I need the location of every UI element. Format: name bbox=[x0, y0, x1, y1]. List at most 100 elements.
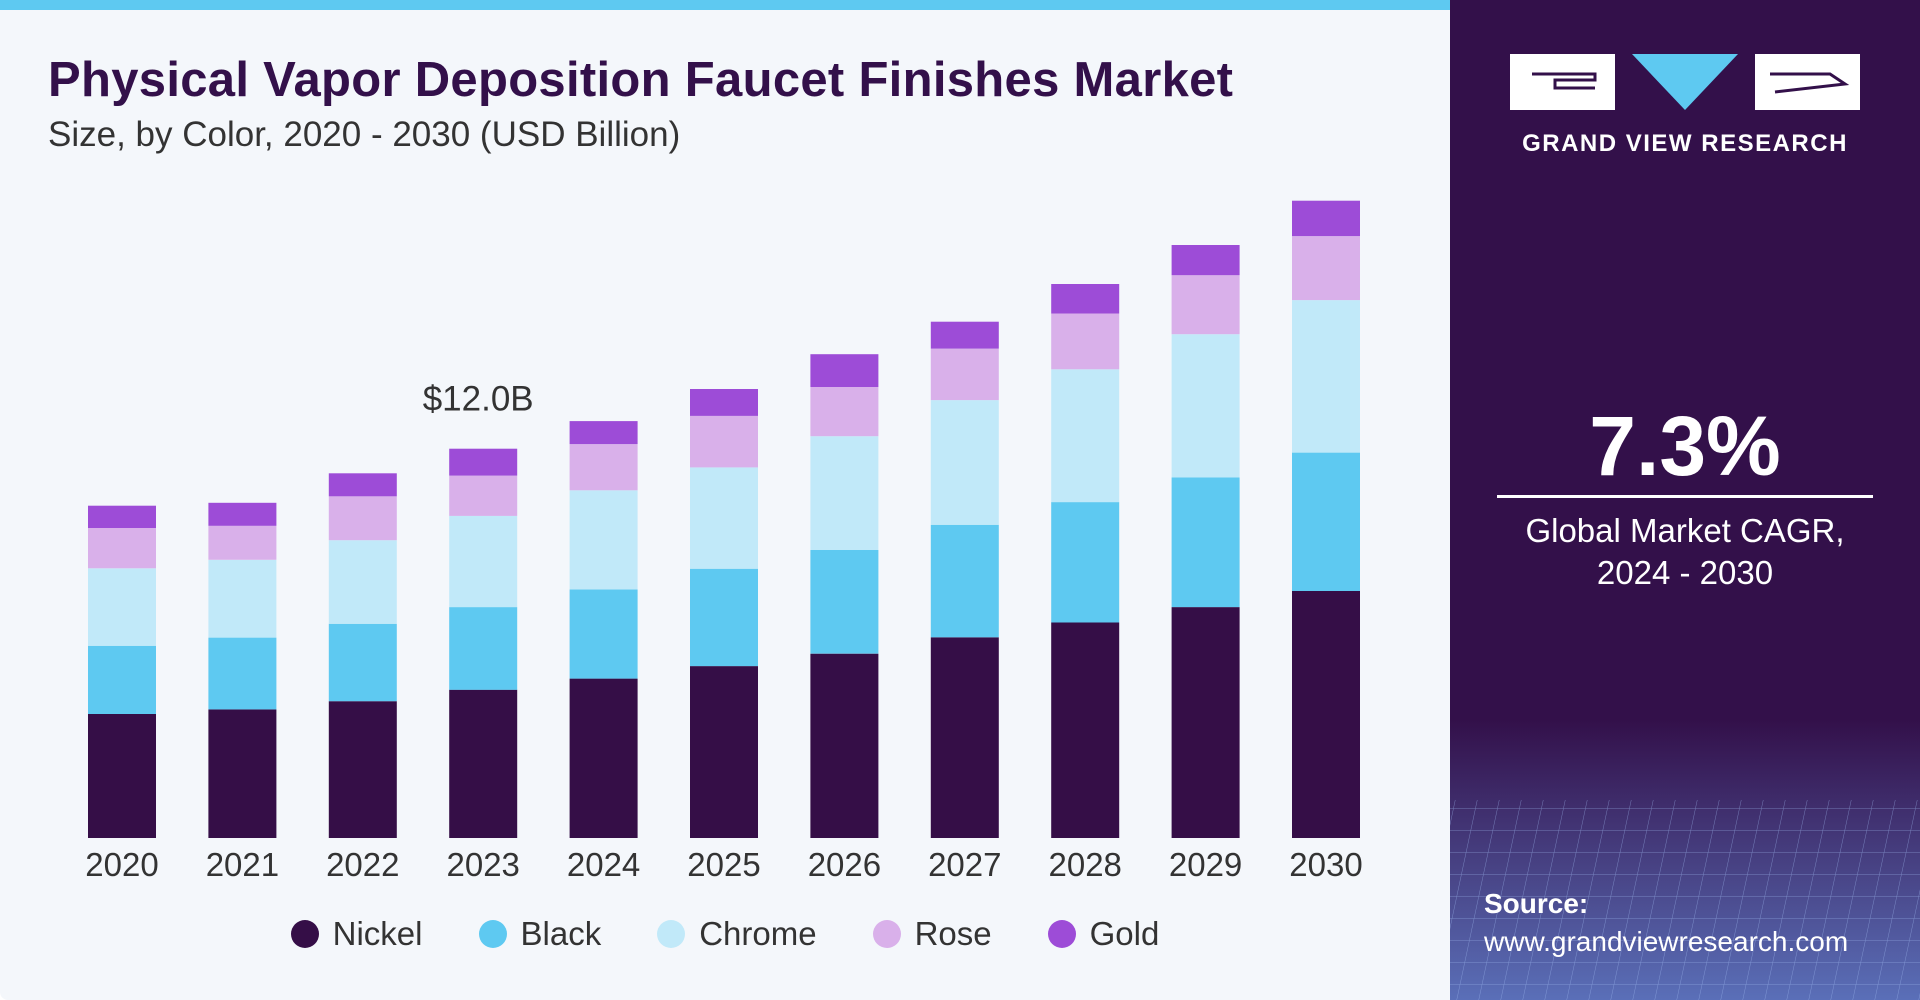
bar-segment-rose-2026 bbox=[810, 387, 879, 437]
bar-segment-gold-2029 bbox=[1171, 245, 1240, 276]
bar-segment-chrome-2024 bbox=[569, 490, 638, 590]
cagr-divider bbox=[1497, 495, 1873, 498]
bar-segment-black-2029 bbox=[1171, 477, 1240, 608]
bar-segment-rose-2028 bbox=[1051, 313, 1120, 370]
cagr-label: Global Market CAGR, 2024 - 2030 bbox=[1450, 510, 1920, 594]
bar-segment-gold-2022 bbox=[328, 473, 397, 497]
chart-legend: Nickel Black Chrome Rose Gold bbox=[0, 915, 1450, 953]
bar-segment-rose-2029 bbox=[1171, 275, 1240, 335]
accent-bar bbox=[0, 0, 1450, 10]
bar-segment-black-2028 bbox=[1051, 502, 1120, 623]
bar-segment-gold-2020 bbox=[88, 505, 156, 528]
bar-segment-chrome-2025 bbox=[690, 467, 758, 569]
bar-segment-nickel-2026 bbox=[810, 653, 879, 838]
x-tick-label: 2023 bbox=[446, 846, 519, 883]
bar-segment-chrome-2026 bbox=[810, 436, 879, 550]
legend-label: Rose bbox=[914, 915, 992, 952]
bar-segment-black-2022 bbox=[328, 623, 397, 702]
bar-segment-nickel-2021 bbox=[208, 709, 277, 838]
bar-segment-nickel-2028 bbox=[1051, 622, 1120, 838]
bar-segment-gold-2030 bbox=[1292, 200, 1360, 237]
bar-segment-gold-2024 bbox=[569, 421, 638, 445]
bar-segment-rose-2020 bbox=[88, 528, 156, 569]
legend-swatch bbox=[290, 920, 319, 948]
bar-segment-nickel-2029 bbox=[1171, 607, 1240, 838]
legend-item-nickel: Nickel bbox=[290, 915, 423, 953]
source-label: Source: bbox=[1484, 888, 1589, 919]
x-tick-label: 2024 bbox=[567, 846, 640, 883]
logo-v-triangle bbox=[1632, 54, 1738, 110]
bar-segment-black-2024 bbox=[569, 589, 638, 679]
legend-swatch bbox=[657, 920, 686, 948]
source: Source: www.grandviewresearch.com bbox=[1484, 885, 1848, 961]
legend-swatch bbox=[478, 920, 507, 948]
bar-segment-gold-2027 bbox=[930, 321, 999, 349]
cagr-value: 7.3% bbox=[1589, 399, 1781, 493]
bar-segment-gold-2025 bbox=[690, 389, 758, 416]
legend-swatch bbox=[872, 920, 901, 948]
bar-segment-chrome-2021 bbox=[208, 559, 277, 638]
bar-segment-chrome-2023 bbox=[449, 515, 518, 608]
brand-name: GRAND VIEW RESEARCH bbox=[1522, 130, 1848, 157]
bar-segment-black-2020 bbox=[88, 645, 156, 714]
cagr-label-line1: Global Market CAGR, bbox=[1525, 512, 1845, 549]
bar-segment-gold-2028 bbox=[1051, 284, 1120, 314]
legend-label: Black bbox=[520, 915, 602, 952]
bar-segment-gold-2026 bbox=[810, 354, 879, 387]
x-tick-label: 2020 bbox=[85, 846, 158, 883]
legend-item-gold: Gold bbox=[1047, 915, 1160, 953]
legend-swatch bbox=[1047, 920, 1076, 948]
bar-segment-nickel-2020 bbox=[88, 714, 156, 838]
legend-label: Nickel bbox=[332, 915, 423, 952]
bar-segment-nickel-2023 bbox=[449, 689, 518, 838]
bar-segment-chrome-2029 bbox=[1171, 334, 1240, 478]
bar-segment-rose-2027 bbox=[930, 348, 999, 401]
bar-segment-nickel-2027 bbox=[930, 637, 999, 838]
chart-title: Physical Vapor Deposition Faucet Finishe… bbox=[48, 53, 1234, 107]
data-label-total: $12.0B bbox=[423, 380, 534, 419]
bar-segment-rose-2021 bbox=[208, 525, 277, 560]
x-tick-label: 2028 bbox=[1048, 846, 1121, 883]
bar-segment-chrome-2028 bbox=[1051, 369, 1120, 503]
chart-subtitle: Size, by Color, 2020 - 2030 (USD Billion… bbox=[48, 115, 681, 154]
source-url[interactable]: www.grandviewresearch.com bbox=[1484, 926, 1849, 957]
legend-item-rose: Rose bbox=[872, 915, 992, 953]
bar-segment-black-2027 bbox=[930, 524, 999, 638]
bar-segment-black-2023 bbox=[449, 607, 518, 690]
chart-panel: Physical Vapor Deposition Faucet Finishe… bbox=[0, 0, 1450, 1000]
x-tick-label: 2030 bbox=[1289, 846, 1362, 883]
legend-label: Gold bbox=[1089, 915, 1160, 952]
bar-segment-chrome-2022 bbox=[328, 540, 397, 624]
legend-label: Chrome bbox=[699, 915, 817, 952]
bar-segment-rose-2025 bbox=[690, 415, 758, 468]
x-tick-label: 2025 bbox=[687, 846, 760, 883]
bar-segment-rose-2022 bbox=[328, 496, 397, 541]
bar-segment-rose-2030 bbox=[1292, 236, 1360, 301]
stacked-bar-chart: 2020 2021 2022 2023 $12.0B 2024 2025 2026 2027 20… bbox=[85, 200, 1363, 883]
grid-decoration bbox=[1450, 720, 1920, 1000]
legend-item-black: Black bbox=[478, 915, 602, 953]
bar-segment-nickel-2030 bbox=[1292, 591, 1360, 838]
bar-segment-rose-2023 bbox=[449, 475, 518, 516]
x-tick-label: 2029 bbox=[1169, 846, 1242, 883]
bar-segment-nickel-2022 bbox=[328, 701, 397, 838]
bar-segment-black-2025 bbox=[690, 568, 758, 667]
bar-segment-gold-2021 bbox=[208, 502, 277, 526]
cagr-label-line2: 2024 - 2030 bbox=[1596, 554, 1774, 591]
bar-segment-black-2021 bbox=[208, 637, 277, 710]
x-tick-label: 2026 bbox=[808, 846, 881, 883]
x-tick-label: 2021 bbox=[206, 846, 279, 883]
x-tick-label: 2027 bbox=[928, 846, 1001, 883]
bar-segment-black-2026 bbox=[810, 550, 879, 654]
bar-segment-black-2030 bbox=[1292, 452, 1360, 591]
x-tick-label: 2022 bbox=[326, 846, 399, 883]
grand-view-research-logo bbox=[1510, 54, 1860, 110]
logo-g-block bbox=[1510, 54, 1615, 110]
bar-segment-nickel-2024 bbox=[569, 678, 638, 838]
bar-segment-chrome-2027 bbox=[930, 400, 999, 525]
bar-segment-chrome-2030 bbox=[1292, 300, 1360, 453]
bar-segment-nickel-2025 bbox=[690, 666, 758, 838]
bar-segment-gold-2023 bbox=[449, 448, 518, 476]
info-panel: GRAND VIEW RESEARCH 7.3% Global Market C… bbox=[1450, 0, 1920, 1000]
